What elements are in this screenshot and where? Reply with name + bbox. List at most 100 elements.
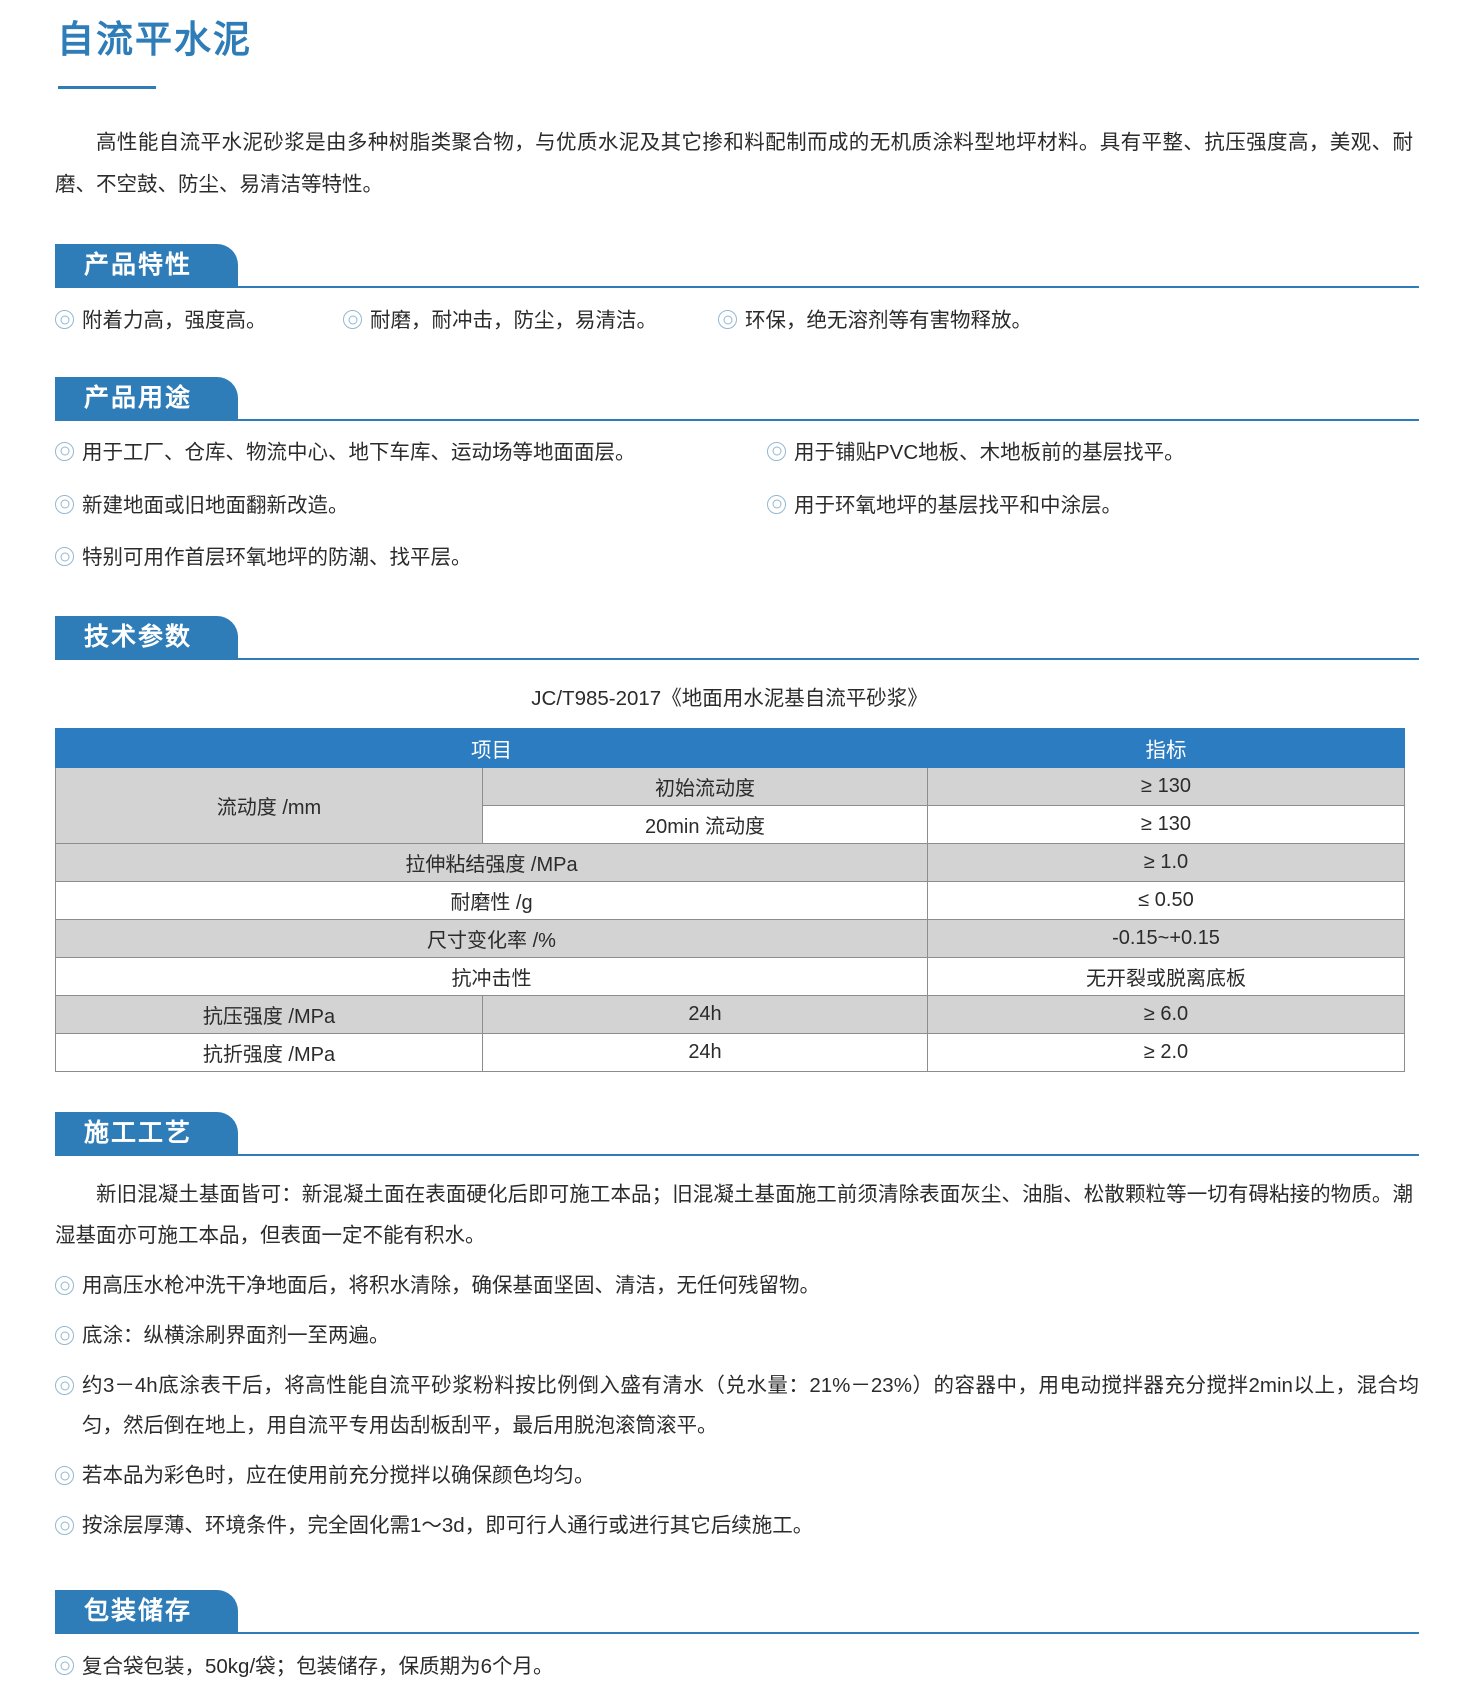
list-item-label: 新建地面或旧地面翻新改造。	[82, 493, 349, 517]
list-item: 用于铺贴PVC地板、木地板前的基层找平。	[767, 437, 1419, 469]
table-row: 抗折强度 /MPa 24h ≥ 2.0	[55, 1033, 1405, 1073]
list-item-label: 环保，绝无溶剂等有害物释放。	[745, 309, 1032, 333]
table-row: 抗冲击性 无开裂或脱离底板	[55, 957, 1405, 997]
packaging-list: 复合袋包装，50kg/袋；包装储存，保质期为6个月。	[55, 1651, 1419, 1684]
list-item-label: 特别可用作首层环氧地坪的防潮、找平层。	[82, 546, 472, 570]
double-circle-bullet-icon	[343, 310, 362, 330]
list-item: 若本品为彩色时，应在使用前充分搅拌以确保颜色均匀。	[55, 1456, 1419, 1496]
list-item: 特别可用作首层环氧地坪的防潮、找平层。	[55, 542, 767, 574]
section-rule-process	[55, 1154, 1419, 1157]
process-steps-list: 用高压水枪冲洗干净地面后，将积水清除，确保基面坚固、清洁，无任何残留物。 底涂：…	[55, 1266, 1419, 1546]
section-tab-tech-label: 技术参数	[55, 616, 238, 659]
page-title: 自流平水泥	[57, 19, 252, 60]
intro-paragraph: 高性能自流平水泥砂浆是由多种树脂类聚合物，与优质水泥及其它掺和料配制而成的无机质…	[55, 131, 1413, 197]
double-circle-bullet-icon	[55, 310, 74, 330]
section-rule-packaging	[55, 1632, 1419, 1634]
list-item-label: 用于环氧地坪的基层找平和中涂层。	[794, 493, 1122, 517]
list-item-label: 用高压水枪冲洗干净地面后，将积水清除，确保基面坚固、清洁，无任何残留物。	[82, 1274, 820, 1298]
cell-sub-label: 24h	[482, 1033, 928, 1073]
section-tab-process-label: 施工工艺	[55, 1112, 238, 1155]
double-circle-bullet-icon	[55, 1276, 74, 1296]
section-header-usage: 产品用途	[55, 376, 1419, 421]
cell-item-label: 拉伸粘结强度 /MPa	[55, 843, 928, 883]
list-item: 用于环氧地坪的基层找平和中涂层。	[767, 490, 1419, 522]
section-rule-features	[55, 286, 1419, 289]
double-circle-bullet-icon	[55, 1656, 74, 1675]
table-header-row: 项目 指标	[55, 728, 1405, 769]
list-item: 按涂层厚薄、环境条件，完全固化需1～3d，即可行人通行或进行其它后续施工。	[55, 1506, 1419, 1546]
double-circle-bullet-icon	[767, 441, 786, 461]
cell-sub-label: 20min 流动度	[482, 805, 928, 845]
double-circle-bullet-icon	[718, 310, 737, 330]
table-head: 项目 指标	[55, 728, 1405, 769]
list-item-label: 若本品为彩色时，应在使用前充分搅拌以确保颜色均匀。	[82, 1464, 595, 1488]
table-row: 耐磨性 /g ≤ 0.50	[55, 881, 1405, 921]
technical-parameters-table: 项目 指标 流动度 /mm 初始流动度 ≥ 130 20min 流动度 ≥ 13…	[55, 728, 1405, 1073]
list-item-label: 附着力高，强度高。	[82, 309, 267, 333]
list-item: 新建地面或旧地面翻新改造。	[55, 490, 767, 522]
section-rule-usage	[55, 418, 1419, 421]
double-circle-bullet-icon	[55, 1466, 74, 1486]
double-circle-bullet-icon	[55, 1376, 74, 1396]
column-header-item: 项目	[55, 728, 928, 769]
list-item-label: 耐磨，耐冲击，防尘，易清洁。	[370, 309, 657, 333]
features-list: 附着力高，强度高。 耐磨，耐冲击，防尘，易清洁。 环保，绝无溶剂等有害物释放。	[55, 305, 1419, 337]
cell-sub-label: 初始流动度	[482, 767, 928, 807]
list-item-label: 用于工厂、仓库、物流中心、地下车库、运动场等地面面层。	[82, 440, 636, 464]
cell-value: ≥ 130	[927, 805, 1405, 845]
table-row: 尺寸变化率 /% -0.15~+0.15	[55, 919, 1405, 959]
table-row: 抗压强度 /MPa 24h ≥ 6.0	[55, 995, 1405, 1035]
title-underline	[58, 86, 156, 90]
table-row: 拉伸粘结强度 /MPa ≥ 1.0	[55, 843, 1405, 883]
table-row: 流动度 /mm 初始流动度 ≥ 130	[55, 767, 1405, 845]
column-header-index: 指标	[927, 728, 1405, 769]
double-circle-bullet-icon	[55, 1326, 74, 1346]
list-item: 复合袋包装，50kg/袋；包装储存，保质期为6个月。	[55, 1651, 1419, 1684]
standard-reference: JC/T985-2017《地面用水泥基自流平砂浆》	[531, 687, 928, 711]
cell-value: ≥ 6.0	[927, 995, 1405, 1035]
cell-item-label: 尺寸变化率 /%	[55, 919, 928, 959]
list-item-label: 用于铺贴PVC地板、木地板前的基层找平。	[794, 440, 1185, 464]
double-circle-bullet-icon	[55, 547, 74, 567]
cell-group-label: 流动度 /mm	[55, 767, 483, 845]
section-header-features: 产品特性	[55, 244, 1419, 289]
list-item-label: 约3－4h底涂表干后，将高性能自流平砂浆粉料按比例倒入盛有清水（兑水量：21%－…	[82, 1374, 1419, 1438]
double-circle-bullet-icon	[55, 1516, 74, 1536]
list-item: 用高压水枪冲洗干净地面后，将积水清除，确保基面坚固、清洁，无任何残留物。	[55, 1266, 1419, 1306]
process-intro-paragraph: 新旧混凝土基面皆可：新混凝土面在表面硬化后即可施工本品；旧混凝土基面施工前须清除…	[55, 1183, 1413, 1248]
list-item: 底涂：纵横涂刷界面剂一至两遍。	[55, 1316, 1419, 1356]
cell-sub-label: 24h	[482, 995, 928, 1035]
cell-value: ≥ 2.0	[927, 1033, 1405, 1073]
table-row: 20min 流动度 ≥ 130	[56, 805, 1405, 845]
cell-value: ≥ 1.0	[927, 843, 1405, 883]
usage-list: 用于工厂、仓库、物流中心、地下车库、运动场等地面面层。 用于铺贴PVC地板、木地…	[55, 437, 1419, 574]
list-item: 环保，绝无溶剂等有害物释放。	[718, 305, 1032, 337]
list-item: 附着力高，强度高。	[55, 305, 343, 337]
section-header-packaging: 包装储存	[55, 1590, 1419, 1634]
double-circle-bullet-icon	[55, 441, 74, 461]
cell-value: ≥ 130	[927, 767, 1405, 807]
cell-item-label: 抗冲击性	[55, 957, 928, 997]
cell-item-label: 耐磨性 /g	[55, 881, 928, 921]
section-header-tech: 技术参数	[55, 616, 1419, 661]
cell-group-label: 抗折强度 /MPa	[55, 1033, 483, 1073]
list-item: 约3－4h底涂表干后，将高性能自流平砂浆粉料按比例倒入盛有清水（兑水量：21%－…	[55, 1366, 1419, 1446]
list-item-label: 按涂层厚薄、环境条件，完全固化需1～3d，即可行人通行或进行其它后续施工。	[82, 1514, 814, 1538]
cell-value: ≤ 0.50	[927, 881, 1405, 921]
list-item-label: 底涂：纵横涂刷界面剂一至两遍。	[82, 1324, 390, 1348]
double-circle-bullet-icon	[767, 494, 786, 514]
section-tab-usage-label: 产品用途	[55, 376, 238, 419]
section-rule-tech	[55, 658, 1419, 661]
table-body: 流动度 /mm 初始流动度 ≥ 130 20min 流动度 ≥ 130 拉伸粘结…	[55, 767, 1405, 1073]
list-item-label: 复合袋包装，50kg/袋；包装储存，保质期为6个月。	[82, 1655, 554, 1678]
cell-value: -0.15~+0.15	[927, 919, 1405, 959]
list-item: 用于工厂、仓库、物流中心、地下车库、运动场等地面面层。	[55, 437, 767, 469]
cell-value: 无开裂或脱离底板	[927, 957, 1405, 997]
section-header-process: 施工工艺	[55, 1112, 1419, 1157]
double-circle-bullet-icon	[55, 494, 74, 514]
list-item: 耐磨，耐冲击，防尘，易清洁。	[343, 305, 718, 337]
cell-group-label: 抗压强度 /MPa	[55, 995, 483, 1035]
section-tab-features-label: 产品特性	[55, 244, 238, 287]
section-tab-packaging-label: 包装储存	[55, 1590, 238, 1632]
